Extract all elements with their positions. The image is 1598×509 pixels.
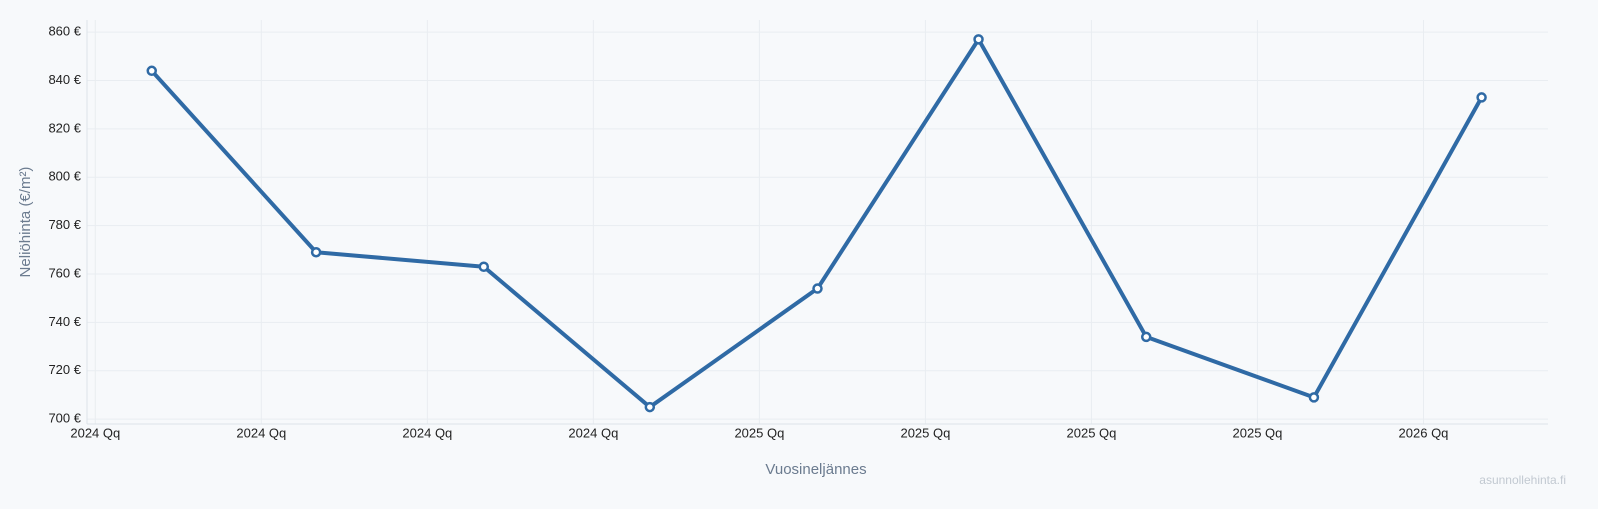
point [1476,92,1487,103]
y-tick-label: 840 € [48,72,81,87]
point [644,401,656,413]
x-tick-label: 2024 Qq [568,425,618,440]
y-tick-label: 800 € [48,169,81,184]
point [1140,331,1152,343]
x-tick-label: 2025 Qq [1233,425,1283,440]
point [973,34,984,45]
x-tick-label: 2024 Qq [70,425,120,440]
y-tick-label: 820 € [48,120,81,135]
y-tick-label: 720 € [48,362,81,377]
x-tick-label: 2026 Qq [1399,425,1449,440]
x-axis-title: Vuosineljännes [765,461,866,478]
y-tick-label: 700 € [48,411,81,426]
point [310,246,322,258]
point [478,261,490,273]
x-tick-label: 2025 Qq [900,425,950,440]
point [812,283,823,294]
x-tick-label: 2025 Qq [1067,425,1117,440]
y-tick-label: 860 € [48,24,81,39]
point [1308,392,1320,403]
x-tick-label: 2025 Qq [734,425,784,440]
watermark: asunnollehinta.fi [1479,473,1566,487]
y-tick-label: 760 € [48,265,81,280]
y-tick-label: 740 € [48,314,81,329]
y-tick-label: 780 € [48,217,81,232]
x-tick-label: 2024 Qq [236,425,286,440]
point [146,65,157,77]
y-axis-title: Neliöhinta (€/m²) [17,167,34,278]
x-tick-label: 2024 Qq [402,425,452,440]
